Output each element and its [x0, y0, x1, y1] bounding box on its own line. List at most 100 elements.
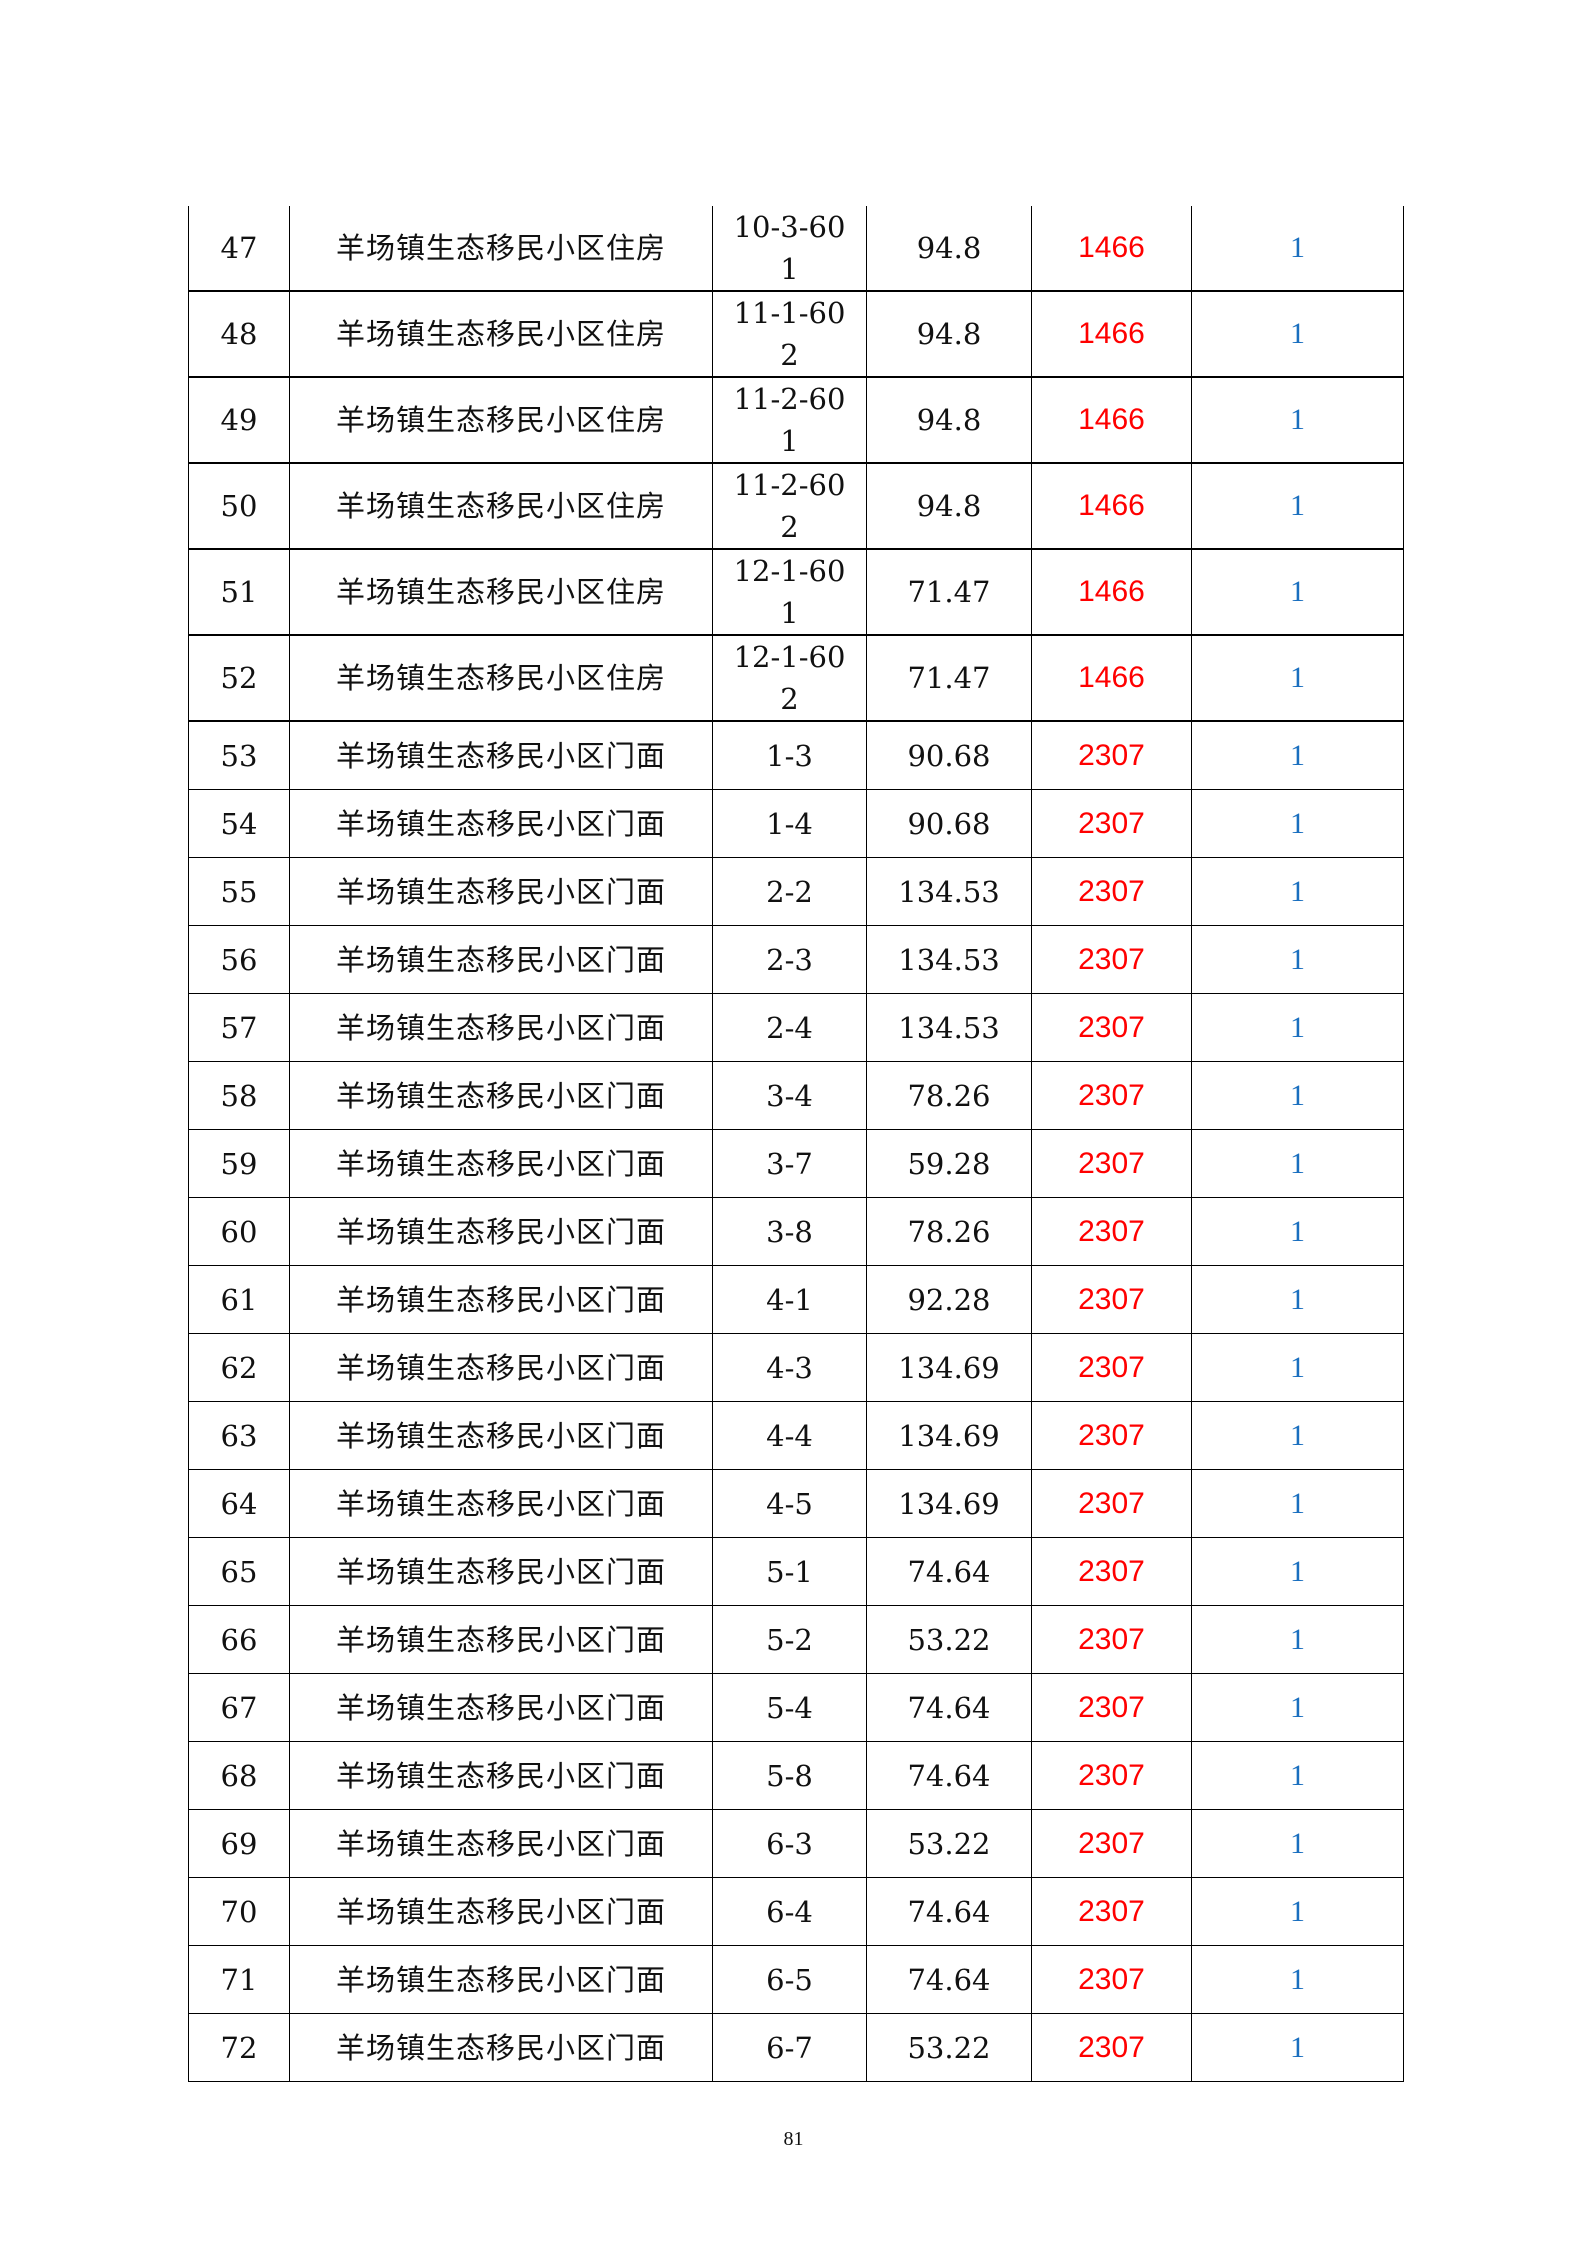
- table-row: 67 羊场镇生态移民小区门面 5-4 74.64 2307 1: [188, 1673, 1404, 1742]
- row-number-cell: 59: [188, 1129, 290, 1198]
- value-cell: 2307: [1031, 1741, 1192, 1810]
- count-cell: 1: [1191, 925, 1404, 994]
- area-cell: 74.64: [866, 1673, 1032, 1742]
- row-number-cell: 66: [188, 1605, 290, 1674]
- unit-code-line-1: 10-3-60: [733, 210, 846, 244]
- row-number-cell: 61: [188, 1265, 290, 1334]
- unit-code-cell: 2-2: [712, 857, 867, 926]
- unit-code-cell: 11-2-60 2: [712, 463, 867, 550]
- area-cell: 134.69: [866, 1333, 1032, 1402]
- unit-code-cell: 4-5: [712, 1469, 867, 1538]
- table-row: 69 羊场镇生态移民小区门面 6-3 53.22 2307 1: [188, 1809, 1404, 1878]
- row-number-cell: 47: [188, 206, 290, 292]
- count-cell: 1: [1191, 377, 1404, 464]
- value-cell: 2307: [1031, 1673, 1192, 1742]
- area-cell: 90.68: [866, 721, 1032, 790]
- area-cell: 74.64: [866, 1537, 1032, 1606]
- unit-code-line-1: 11-2-60: [733, 382, 846, 416]
- name-cell: 羊场镇生态移民小区门面: [289, 1877, 713, 1946]
- value-cell: 2307: [1031, 857, 1192, 926]
- area-cell: 74.64: [866, 1877, 1032, 1946]
- name-cell: 羊场镇生态移民小区门面: [289, 2013, 713, 2082]
- row-number-cell: 49: [188, 377, 290, 464]
- row-number-cell: 60: [188, 1197, 290, 1266]
- row-number-cell: 62: [188, 1333, 290, 1402]
- property-table: 47 羊场镇生态移民小区住房 10-3-60 1 94.8 1466 1 48 羊场镇生态移民小…: [188, 206, 1404, 2082]
- row-number-cell: 56: [188, 925, 290, 994]
- unit-code-cell: 4-1: [712, 1265, 867, 1334]
- value-cell: 1466: [1031, 635, 1192, 722]
- value-cell: 2307: [1031, 1605, 1192, 1674]
- count-cell: 1: [1191, 635, 1404, 722]
- table-row: 54 羊场镇生态移民小区门面 1-4 90.68 2307 1: [188, 789, 1404, 858]
- name-cell: 羊场镇生态移民小区住房: [289, 635, 713, 722]
- area-cell: 71.47: [866, 549, 1032, 636]
- unit-code-line-2: 2: [780, 510, 799, 544]
- area-cell: 94.8: [866, 291, 1032, 378]
- unit-code-line-1: 11-1-60: [733, 296, 846, 330]
- row-number-cell: 71: [188, 1945, 290, 2014]
- unit-code-line-2: 1: [780, 424, 799, 458]
- count-cell: 1: [1191, 857, 1404, 926]
- table-row: 65 羊场镇生态移民小区门面 5-1 74.64 2307 1: [188, 1537, 1404, 1606]
- name-cell: 羊场镇生态移民小区门面: [289, 721, 713, 790]
- row-number-cell: 48: [188, 291, 290, 378]
- count-cell: 1: [1191, 1469, 1404, 1538]
- value-cell: 1466: [1031, 463, 1192, 550]
- row-number-cell: 57: [188, 993, 290, 1062]
- table-row: 58 羊场镇生态移民小区门面 3-4 78.26 2307 1: [188, 1061, 1404, 1130]
- value-cell: 1466: [1031, 549, 1192, 636]
- unit-code-cell: 4-4: [712, 1401, 867, 1470]
- unit-code-cell: 2-4: [712, 993, 867, 1062]
- row-number-cell: 52: [188, 635, 290, 722]
- name-cell: 羊场镇生态移民小区门面: [289, 1129, 713, 1198]
- count-cell: 1: [1191, 463, 1404, 550]
- unit-code-line-1: 11-2-60: [733, 468, 846, 502]
- table-row: 62 羊场镇生态移民小区门面 4-3 134.69 2307 1: [188, 1333, 1404, 1402]
- table-row: 64 羊场镇生态移民小区门面 4-5 134.69 2307 1: [188, 1469, 1404, 1538]
- value-cell: 1466: [1031, 291, 1192, 378]
- page-number: 81: [783, 2128, 804, 2150]
- unit-code-line-2: 1: [780, 252, 799, 286]
- count-cell: 1: [1191, 1265, 1404, 1334]
- area-cell: 134.53: [866, 993, 1032, 1062]
- unit-code-cell: 11-1-60 2: [712, 291, 867, 378]
- table-row: 66 羊场镇生态移民小区门面 5-2 53.22 2307 1: [188, 1605, 1404, 1674]
- count-cell: 1: [1191, 1197, 1404, 1266]
- row-number-cell: 51: [188, 549, 290, 636]
- table-row: 53 羊场镇生态移民小区门面 1-3 90.68 2307 1: [188, 721, 1404, 790]
- area-cell: 134.53: [866, 925, 1032, 994]
- area-cell: 94.8: [866, 377, 1032, 464]
- unit-code-cell: 5-8: [712, 1741, 867, 1810]
- area-cell: 71.47: [866, 635, 1032, 722]
- value-cell: 2307: [1031, 925, 1192, 994]
- row-number-cell: 64: [188, 1469, 290, 1538]
- name-cell: 羊场镇生态移民小区门面: [289, 1741, 713, 1810]
- name-cell: 羊场镇生态移民小区门面: [289, 1537, 713, 1606]
- name-cell: 羊场镇生态移民小区门面: [289, 1401, 713, 1470]
- unit-code-cell: 3-7: [712, 1129, 867, 1198]
- name-cell: 羊场镇生态移民小区门面: [289, 789, 713, 858]
- name-cell: 羊场镇生态移民小区门面: [289, 1197, 713, 1266]
- area-cell: 74.64: [866, 1945, 1032, 2014]
- name-cell: 羊场镇生态移民小区门面: [289, 1061, 713, 1130]
- value-cell: 2307: [1031, 721, 1192, 790]
- count-cell: 1: [1191, 206, 1404, 292]
- value-cell: 1466: [1031, 377, 1192, 464]
- name-cell: 羊场镇生态移民小区住房: [289, 463, 713, 550]
- name-cell: 羊场镇生态移民小区门面: [289, 993, 713, 1062]
- count-cell: 1: [1191, 1061, 1404, 1130]
- table-row: 60 羊场镇生态移民小区门面 3-8 78.26 2307 1: [188, 1197, 1404, 1266]
- unit-code-line-1: 12-1-60: [733, 554, 846, 588]
- table-row: 51 羊场镇生态移民小区住房 12-1-60 1 71.47 1466 1: [188, 549, 1404, 636]
- count-cell: 1: [1191, 1129, 1404, 1198]
- table-row: 61 羊场镇生态移民小区门面 4-1 92.28 2307 1: [188, 1265, 1404, 1334]
- table-row: 70 羊场镇生态移民小区门面 6-4 74.64 2307 1: [188, 1877, 1404, 1946]
- name-cell: 羊场镇生态移民小区门面: [289, 857, 713, 926]
- name-cell: 羊场镇生态移民小区住房: [289, 377, 713, 464]
- value-cell: 2307: [1031, 993, 1192, 1062]
- value-cell: 1466: [1031, 206, 1192, 292]
- row-number-cell: 72: [188, 2013, 290, 2082]
- name-cell: 羊场镇生态移民小区住房: [289, 206, 713, 292]
- count-cell: 1: [1191, 1741, 1404, 1810]
